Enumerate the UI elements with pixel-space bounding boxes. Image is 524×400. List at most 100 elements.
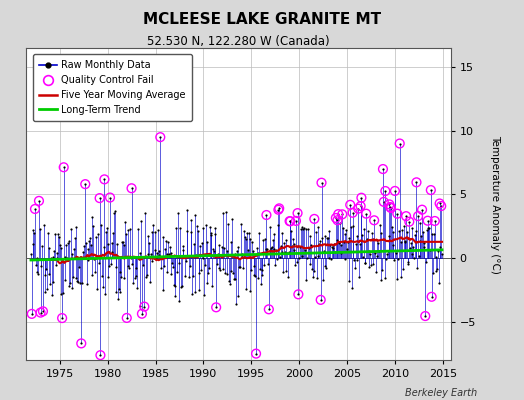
Point bbox=[123, 263, 132, 270]
Point bbox=[43, 229, 52, 236]
Point bbox=[29, 226, 38, 233]
Point bbox=[205, 264, 213, 271]
Point bbox=[240, 228, 248, 234]
Point bbox=[427, 187, 435, 193]
Text: MCLEESE LAKE GRANITE MT: MCLEESE LAKE GRANITE MT bbox=[143, 12, 381, 27]
Point bbox=[435, 200, 444, 207]
Point bbox=[359, 254, 367, 260]
Point bbox=[234, 293, 243, 299]
Point bbox=[333, 217, 342, 224]
Point bbox=[92, 234, 100, 241]
Point bbox=[241, 233, 249, 240]
Point bbox=[402, 213, 410, 219]
Point bbox=[167, 250, 176, 256]
Point bbox=[141, 274, 150, 280]
Point bbox=[31, 206, 39, 212]
Point bbox=[144, 233, 152, 239]
Point bbox=[408, 251, 416, 257]
Point bbox=[277, 230, 286, 236]
Point bbox=[108, 240, 116, 246]
Point bbox=[353, 257, 361, 263]
Point bbox=[397, 239, 406, 245]
Point bbox=[348, 210, 357, 216]
Point bbox=[297, 226, 305, 232]
Point bbox=[405, 218, 413, 225]
Point bbox=[403, 259, 412, 265]
Point bbox=[272, 247, 280, 254]
Point bbox=[209, 246, 217, 252]
Point bbox=[180, 253, 189, 260]
Point bbox=[117, 274, 125, 280]
Point bbox=[173, 269, 181, 275]
Point bbox=[285, 249, 293, 255]
Point bbox=[316, 238, 324, 244]
Point bbox=[98, 273, 106, 280]
Point bbox=[372, 269, 380, 276]
Point bbox=[431, 254, 440, 260]
Point bbox=[300, 225, 308, 231]
Point bbox=[68, 251, 77, 257]
Point bbox=[118, 239, 127, 245]
Point bbox=[151, 228, 160, 235]
Point bbox=[319, 277, 328, 283]
Point bbox=[249, 263, 258, 270]
Point bbox=[259, 237, 267, 243]
Point bbox=[362, 210, 370, 217]
Point bbox=[388, 228, 397, 235]
Point bbox=[284, 274, 292, 280]
Point bbox=[195, 270, 204, 276]
Point bbox=[371, 250, 379, 256]
Point bbox=[128, 261, 137, 267]
Point bbox=[28, 311, 36, 317]
Point bbox=[257, 272, 266, 279]
Point bbox=[237, 221, 245, 227]
Point bbox=[122, 231, 130, 237]
Point bbox=[370, 217, 378, 224]
Point bbox=[320, 248, 328, 254]
Point bbox=[211, 224, 220, 231]
Point bbox=[421, 313, 430, 319]
Point bbox=[77, 279, 85, 286]
Point bbox=[210, 230, 219, 237]
Point bbox=[418, 206, 426, 213]
Point bbox=[75, 254, 84, 260]
Point bbox=[266, 224, 275, 230]
Point bbox=[384, 248, 392, 254]
Point bbox=[138, 310, 146, 317]
Point bbox=[252, 350, 260, 357]
Point bbox=[436, 244, 444, 250]
Point bbox=[342, 227, 351, 234]
Point bbox=[28, 311, 36, 317]
Point bbox=[65, 283, 73, 290]
Point bbox=[346, 202, 354, 208]
Point bbox=[421, 313, 430, 319]
Point bbox=[113, 241, 122, 248]
Point bbox=[330, 240, 339, 247]
Point bbox=[251, 273, 259, 279]
Point bbox=[258, 267, 267, 274]
Point bbox=[156, 134, 165, 140]
Point bbox=[379, 166, 387, 172]
Point bbox=[364, 264, 373, 271]
Point bbox=[88, 272, 96, 278]
Point bbox=[143, 272, 151, 278]
Point bbox=[260, 262, 268, 268]
Point bbox=[188, 291, 196, 297]
Point bbox=[99, 284, 107, 290]
Point bbox=[104, 274, 113, 280]
Point bbox=[309, 268, 318, 274]
Point bbox=[132, 273, 140, 280]
Point bbox=[231, 276, 239, 282]
Point bbox=[348, 210, 357, 216]
Point bbox=[120, 275, 128, 281]
Point bbox=[82, 240, 90, 246]
Point bbox=[105, 263, 113, 269]
Point bbox=[148, 229, 157, 235]
Point bbox=[234, 244, 242, 250]
Point bbox=[216, 267, 224, 273]
Point bbox=[379, 199, 388, 205]
Point bbox=[354, 206, 363, 212]
Point bbox=[361, 260, 369, 267]
Point bbox=[248, 238, 256, 245]
Point bbox=[95, 195, 104, 201]
